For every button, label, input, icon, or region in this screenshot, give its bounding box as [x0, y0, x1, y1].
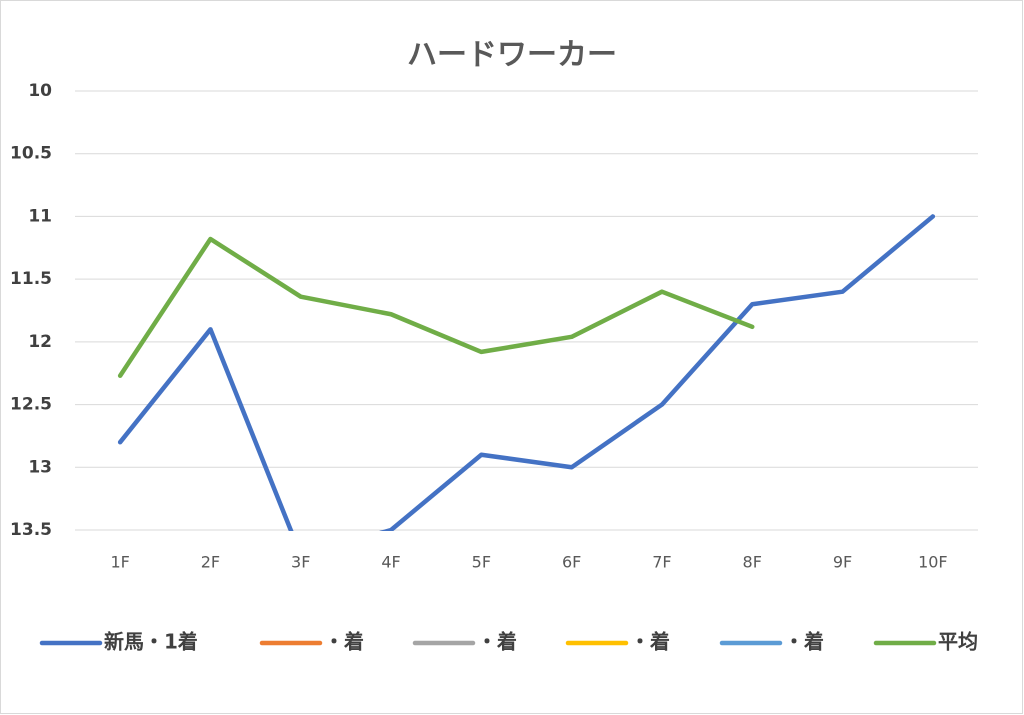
- x-tick-label: 6F: [562, 553, 581, 572]
- y-tick-label: 11.5: [10, 269, 52, 289]
- y-tick-label: 10.5: [10, 144, 52, 164]
- y-tick-label: 10: [28, 81, 52, 101]
- series-line: [117, 214, 936, 531]
- chart-title: ハードワーカー: [407, 38, 617, 73]
- y-tick-label: 13: [28, 457, 52, 477]
- legend-label: 平均: [938, 630, 978, 654]
- legend-label: ・着: [477, 630, 517, 654]
- x-tick-label: 5F: [472, 553, 491, 572]
- legend-label: ・着: [784, 630, 824, 654]
- x-tick-label: 1F: [110, 553, 129, 572]
- x-tick-label: 7F: [652, 553, 671, 572]
- series-line: [117, 236, 755, 378]
- x-tick-label: 10F: [918, 553, 948, 572]
- y-tick-label: 13.5: [10, 520, 52, 540]
- plot-area: [117, 214, 936, 531]
- y-tick-label: 12.5: [10, 395, 52, 415]
- legend-label: 新馬・1着: [104, 630, 198, 654]
- legend-label: ・着: [324, 630, 364, 654]
- y-tick-label: 11: [28, 206, 52, 226]
- x-tick-label: 3F: [291, 553, 310, 572]
- y-tick-label: 12: [28, 332, 52, 352]
- x-tick-label: 2F: [201, 553, 220, 572]
- x-tick-label: 9F: [833, 553, 852, 572]
- legend-label: ・着: [630, 630, 670, 654]
- x-tick-label: 8F: [743, 553, 762, 572]
- x-tick-label: 4F: [381, 553, 400, 572]
